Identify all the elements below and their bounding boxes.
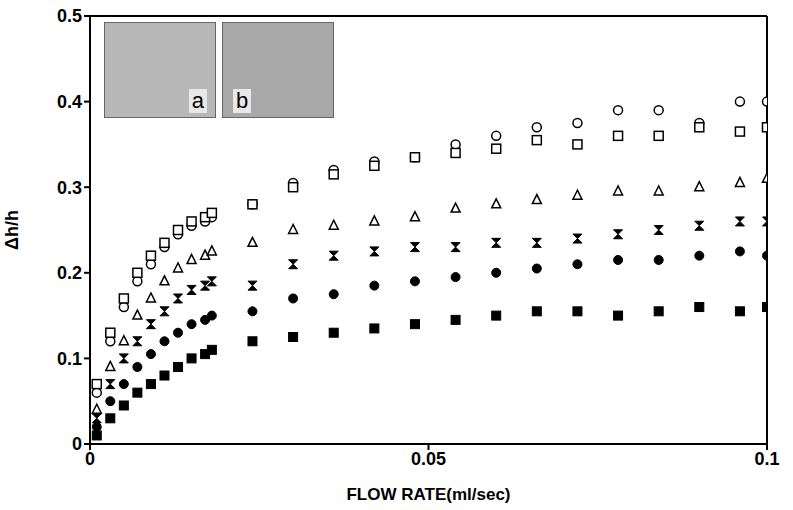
svg-text:0.1: 0.1 <box>754 449 779 469</box>
svg-text:Δh/h: Δh/h <box>2 210 22 250</box>
svg-text:0.05: 0.05 <box>411 449 446 469</box>
svg-text:0.4: 0.4 <box>57 92 82 112</box>
html-text:b: b <box>236 88 249 113</box>
svg-text:FLOW RATE(ml/sec): FLOW RATE(ml/sec) <box>346 485 510 504</box>
svg-text:0.2: 0.2 <box>57 263 82 283</box>
svg-text:0.1: 0.1 <box>57 349 82 369</box>
html-text:a: a <box>191 88 204 113</box>
svg-text:0: 0 <box>72 434 82 454</box>
svg-text:0.5: 0.5 <box>57 6 82 26</box>
svg-text:0.3: 0.3 <box>57 178 82 198</box>
svg-text:0: 0 <box>85 449 95 469</box>
